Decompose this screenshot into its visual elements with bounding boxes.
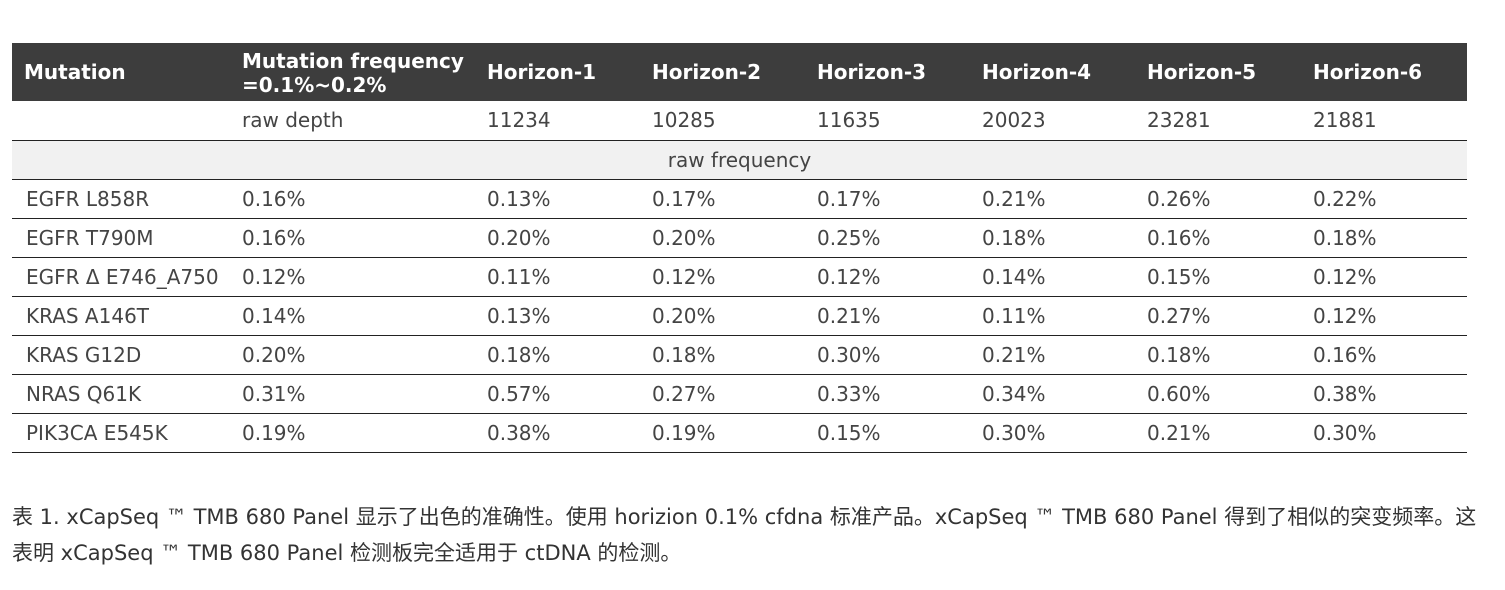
table-cell: 0.16%: [1313, 342, 1377, 367]
table-cell: 0.16%: [1147, 225, 1211, 250]
table-cell: 0.12%: [1313, 303, 1377, 328]
mutation-cell: EGFR L858R: [26, 186, 150, 211]
header-horizon-6: Horizon-6: [1313, 60, 1423, 84]
table-row: EGFR Δ E746_A750 0.12% 0.11% 0.12% 0.12%…: [12, 257, 1467, 296]
table-cell: 0.34%: [982, 381, 1046, 406]
table-cell: 0.12%: [1313, 264, 1377, 289]
table-cell: 0.25%: [817, 225, 881, 250]
header-horizon-3: Horizon-3: [817, 60, 927, 84]
table-cell: 0.20%: [652, 303, 716, 328]
table-cell: 0.12%: [652, 264, 716, 289]
mutation-cell: EGFR T790M: [26, 225, 154, 250]
table-cell: 0.20%: [487, 225, 551, 250]
table-cell: 0.13%: [487, 186, 551, 211]
table-cell: 0.27%: [1147, 303, 1211, 328]
table-cell: 0.19%: [242, 420, 306, 445]
table-cell: [12, 101, 227, 140]
table-cell: 0.27%: [652, 381, 716, 406]
table-cell: 0.18%: [1147, 342, 1211, 367]
table-cell: 0.11%: [487, 264, 551, 289]
table-row: EGFR T790M 0.16% 0.20% 0.20% 0.25% 0.18%…: [12, 218, 1467, 257]
header-mutation-frequency: Mutation frequency =0.1%~0.2%: [242, 49, 464, 97]
table-cell: 11635: [817, 108, 881, 133]
table-cell: 0.11%: [982, 303, 1046, 328]
table-row: PIK3CA E545K 0.19% 0.38% 0.19% 0.15% 0.3…: [12, 413, 1467, 452]
table-cell: 23281: [1147, 108, 1211, 133]
table-cell: 0.15%: [817, 420, 881, 445]
table-cell: 0.16%: [242, 186, 306, 211]
header-mutation: Mutation: [24, 60, 126, 84]
table-cell: 0.30%: [1313, 420, 1377, 445]
table-cell: 0.38%: [1313, 381, 1377, 406]
table-cell: 0.33%: [817, 381, 881, 406]
table-cell: 0.18%: [1313, 225, 1377, 250]
table-cell: 0.17%: [817, 186, 881, 211]
table-cell: 0.19%: [652, 420, 716, 445]
table-cell: 0.60%: [1147, 381, 1211, 406]
section-label: raw frequency: [667, 147, 812, 172]
table-cell: 0.57%: [487, 381, 551, 406]
table-cell: 0.12%: [817, 264, 881, 289]
table-cell: 0.18%: [982, 225, 1046, 250]
table-body: raw depth 11234 10285 11635 20023 23281 …: [12, 101, 1467, 452]
table-cell: 0.21%: [817, 303, 881, 328]
table-row: KRAS A146T 0.14% 0.13% 0.20% 0.21% 0.11%…: [12, 296, 1467, 335]
table-row: KRAS G12D 0.20% 0.18% 0.18% 0.30% 0.21% …: [12, 335, 1467, 374]
table-cell: 20023: [982, 108, 1046, 133]
mutation-cell: NRAS Q61K: [26, 381, 142, 406]
header-row: Mutation Mutation frequency =0.1%~0.2% H…: [12, 43, 1467, 101]
mutation-cell: PIK3CA E545K: [26, 420, 168, 445]
mutation-cell: KRAS A146T: [26, 303, 150, 328]
table-cell: 11234: [487, 108, 551, 133]
table-cell: 0.20%: [652, 225, 716, 250]
table-cell: 0.14%: [242, 303, 306, 328]
table-cell: 0.14%: [982, 264, 1046, 289]
table-cell: 0.26%: [1147, 186, 1211, 211]
table-row: NRAS Q61K 0.31% 0.57% 0.27% 0.33% 0.34% …: [12, 374, 1467, 413]
table-row: EGFR L858R 0.16% 0.13% 0.17% 0.17% 0.21%…: [12, 179, 1467, 218]
table-caption: 表 1. xCapSeq ™ TMB 680 Panel 显示了出色的准确性。使…: [12, 505, 1477, 565]
table-cell: 0.15%: [1147, 264, 1211, 289]
table-cell: 0.20%: [242, 342, 306, 367]
table-cell: 0.30%: [982, 420, 1046, 445]
table-cell: 0.17%: [652, 186, 716, 211]
table-cell: 0.38%: [487, 420, 551, 445]
mutation-cell: KRAS G12D: [26, 342, 142, 367]
table-cell: 0.31%: [242, 381, 306, 406]
raw-depth-row: raw depth 11234 10285 11635 20023 23281 …: [12, 101, 1467, 140]
header-horizon-5: Horizon-5: [1147, 60, 1257, 84]
raw-frequency-section-row: raw frequency: [12, 140, 1467, 179]
table-cell: 0.30%: [817, 342, 881, 367]
table-cell: 21881: [1313, 108, 1377, 133]
table-cell: 0.16%: [242, 225, 306, 250]
table-cell: 0.18%: [487, 342, 551, 367]
table-cell: 0.21%: [1147, 420, 1211, 445]
table-cell: 0.18%: [652, 342, 716, 367]
table-cell: 0.13%: [487, 303, 551, 328]
table-header: Mutation Mutation frequency =0.1%~0.2% H…: [12, 43, 1467, 101]
table-cell: 0.22%: [1313, 186, 1377, 211]
table-cell: raw depth: [242, 108, 344, 133]
table-cell: 0.21%: [982, 186, 1046, 211]
mutation-frequency-table-container: Mutation Mutation frequency =0.1%~0.2% H…: [12, 43, 1467, 453]
mutation-frequency-table: Mutation Mutation frequency =0.1%~0.2% H…: [12, 43, 1467, 453]
table-cell: 0.21%: [982, 342, 1046, 367]
header-horizon-2: Horizon-2: [652, 60, 762, 84]
header-horizon-1: Horizon-1: [487, 60, 597, 84]
table-cell: 0.12%: [242, 264, 306, 289]
mutation-cell: EGFR Δ E746_A750: [26, 264, 219, 289]
header-horizon-4: Horizon-4: [982, 60, 1092, 84]
table-cell: 10285: [652, 108, 716, 133]
